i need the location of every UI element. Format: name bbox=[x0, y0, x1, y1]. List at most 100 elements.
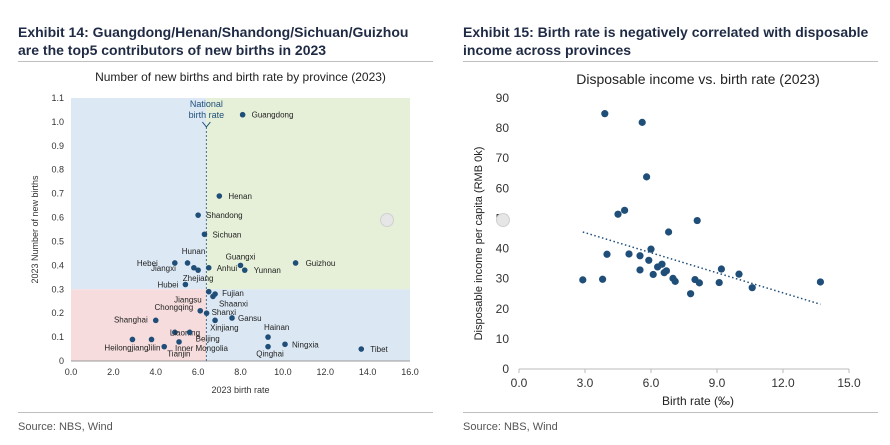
data-point-liaoning bbox=[172, 329, 178, 336]
x-tick-label: 12.0 bbox=[771, 376, 795, 390]
chart-title: Number of new births and birth rate by p… bbox=[95, 70, 386, 84]
data-point bbox=[660, 269, 668, 277]
exhibit-14-title: Exhibit 14: Guangdong/Henan/Shandong/Sic… bbox=[18, 24, 409, 58]
data-point-hainan bbox=[265, 334, 271, 340]
x-tick-label: 9.0 bbox=[709, 376, 726, 390]
data-point-yunnan bbox=[241, 267, 248, 273]
data-point-guizhou bbox=[292, 260, 299, 266]
data-point-shaanxi bbox=[210, 293, 216, 300]
data-point bbox=[717, 265, 725, 273]
data-label: Jiangxi bbox=[151, 264, 176, 273]
x-tick-label: 6.0 bbox=[192, 367, 205, 377]
quadrant-bottom-right bbox=[206, 289, 410, 361]
data-point-xinjiang bbox=[212, 317, 218, 324]
data-label: Shandong bbox=[206, 211, 242, 220]
data-label: Guangdong bbox=[252, 111, 294, 120]
y-tick-label: 0.8 bbox=[51, 165, 64, 175]
y-tick-label: 0 bbox=[59, 356, 64, 366]
data-label: Shanghai bbox=[114, 315, 148, 324]
data-label: Guizhou bbox=[306, 259, 336, 268]
trendline bbox=[582, 231, 821, 305]
data-point-tianjin bbox=[161, 343, 168, 350]
data-point bbox=[636, 252, 644, 260]
data-point bbox=[649, 270, 657, 279]
y-tick-label: 1.1 bbox=[51, 93, 64, 103]
data-point-qinghai bbox=[265, 343, 271, 350]
data-point-sichuan bbox=[201, 231, 208, 238]
drag-handle-icon[interactable] bbox=[380, 212, 510, 228]
data-point bbox=[638, 118, 646, 126]
data-point-hunan bbox=[184, 260, 191, 266]
data-point-jiangxi bbox=[191, 264, 197, 271]
y-tick-label: 20 bbox=[496, 302, 510, 316]
data-label: Anhui bbox=[217, 264, 238, 273]
x-tick-label: 8.0 bbox=[234, 367, 247, 377]
y-tick-label: 0.6 bbox=[51, 213, 64, 223]
national-birth-rate-label: birth rate bbox=[189, 110, 225, 120]
exhibit-15-title: Exhibit 15: Birth rate is negatively cor… bbox=[463, 24, 869, 58]
data-point bbox=[687, 290, 695, 298]
data-point bbox=[636, 266, 644, 274]
y-tick-label: 0.9 bbox=[51, 141, 64, 151]
y-tick-label: 0.4 bbox=[51, 260, 64, 270]
data-point bbox=[735, 270, 743, 278]
data-label: Shanxi bbox=[212, 308, 237, 317]
y-tick-label: 10 bbox=[496, 332, 510, 346]
quadrant-top-left bbox=[71, 98, 207, 290]
x-tick-label: 12.0 bbox=[316, 367, 334, 377]
data-label: Shaanxi bbox=[219, 299, 248, 308]
y-tick-label: 0.2 bbox=[51, 308, 64, 318]
data-point-jilin bbox=[148, 336, 155, 343]
y-tick-label: 0.5 bbox=[51, 236, 64, 246]
exhibit-15-top-rule bbox=[463, 61, 878, 62]
data-label: Jiangsu bbox=[174, 296, 202, 305]
data-point-zhejiang bbox=[195, 267, 201, 273]
data-point-beijing bbox=[186, 329, 193, 336]
data-label: Hebei bbox=[137, 259, 158, 268]
exhibit-15-panel: Exhibit 15: Birth rate is negatively cor… bbox=[445, 0, 890, 445]
quadrant-top-right bbox=[206, 98, 410, 290]
data-label: Fujian bbox=[222, 289, 244, 298]
exhibit-15-source: Source: NBS, Wind bbox=[463, 421, 558, 433]
data-point bbox=[693, 216, 701, 225]
data-point bbox=[625, 250, 633, 258]
data-label: Sichuan bbox=[212, 230, 241, 239]
data-label: Gansu bbox=[238, 314, 262, 323]
data-point bbox=[695, 279, 703, 287]
y-tick-label: 40 bbox=[496, 242, 510, 256]
data-label: Guangxi bbox=[226, 252, 256, 261]
chevron-down-icon bbox=[201, 121, 211, 128]
data-label: Beijing bbox=[196, 334, 220, 343]
data-label: Xinjiang bbox=[210, 323, 238, 332]
data-label: Liaoning bbox=[170, 328, 200, 337]
data-point bbox=[603, 250, 611, 258]
data-point bbox=[816, 278, 824, 286]
data-point-chongqing bbox=[197, 307, 204, 314]
y-tick-label: 1.0 bbox=[51, 117, 64, 127]
data-label: Jilin bbox=[147, 343, 161, 352]
data-point bbox=[715, 278, 723, 287]
data-point-guangdong bbox=[239, 111, 246, 118]
data-label: Ningxia bbox=[292, 340, 319, 349]
x-tick-label: 4.0 bbox=[149, 367, 162, 377]
y-tick-label: 0.1 bbox=[51, 332, 64, 342]
data-point bbox=[621, 206, 629, 214]
y-axis-label: 2023 Number of new births bbox=[30, 175, 40, 284]
data-label: Hunan bbox=[182, 247, 206, 256]
x-tick-label: 2.0 bbox=[107, 367, 120, 377]
data-point-guangxi bbox=[237, 262, 244, 269]
data-point-anhui bbox=[205, 264, 212, 271]
data-point bbox=[671, 277, 679, 285]
x-tick-label: 0.0 bbox=[65, 367, 78, 377]
exhibit-15-bottom-rule bbox=[463, 412, 878, 413]
x-tick-label: 6.0 bbox=[643, 376, 660, 390]
y-tick-label: 90 bbox=[496, 91, 510, 105]
data-label: Heilongjiang bbox=[104, 343, 148, 352]
data-point-shanghai bbox=[152, 317, 159, 324]
data-label: Hubei bbox=[158, 280, 179, 289]
y-tick-label: 0 bbox=[502, 362, 509, 376]
y-axis-label: Disposable income per capita (RMB 0k) bbox=[473, 147, 485, 341]
exhibit-15-chart: Disposable income vs. birth rate (2023) 0… bbox=[473, 71, 861, 408]
drag-handle-right-dot-icon bbox=[496, 213, 510, 227]
data-point-ningxia bbox=[282, 341, 288, 348]
